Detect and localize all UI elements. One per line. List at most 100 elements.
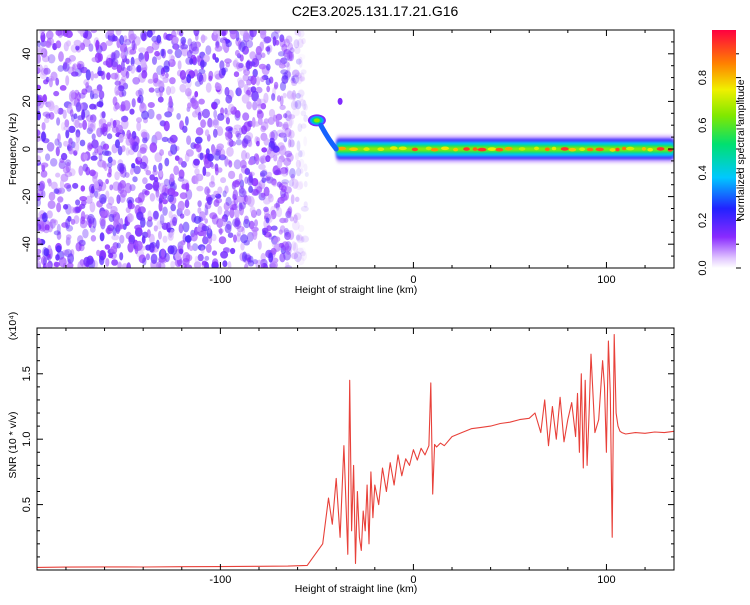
noise-blob <box>137 150 142 161</box>
noise-blob <box>255 45 262 56</box>
noise-blob <box>54 138 60 146</box>
noise-blob <box>185 189 193 200</box>
noise-blob <box>55 40 62 49</box>
noise-blob <box>236 62 241 70</box>
noise-blob <box>114 171 120 181</box>
snr-panel: -100 0 100 0.5 1.0 1.5 Height of straight lin… <box>7 312 675 595</box>
signal-peak <box>518 147 526 151</box>
noise-blob <box>168 58 176 68</box>
noise-blob <box>291 75 295 82</box>
noise-blob <box>231 203 239 211</box>
noise-blob <box>141 32 147 42</box>
noise-blob <box>98 185 103 192</box>
noise-blob <box>219 228 223 235</box>
noise-blob <box>107 224 115 232</box>
signal-peak <box>609 148 616 152</box>
noise-blob <box>298 56 303 68</box>
noise-blob <box>283 227 289 236</box>
noise-blob <box>200 34 206 44</box>
noise-blob <box>300 236 305 243</box>
noise-blob <box>125 70 130 79</box>
noise-blob <box>102 143 110 151</box>
noise-blob <box>288 118 293 129</box>
noise-blob <box>179 30 184 37</box>
noise-blob <box>136 211 144 221</box>
noise-blob <box>95 192 101 199</box>
noise-blob <box>45 262 52 268</box>
noise-blob <box>225 132 232 141</box>
signal-peak <box>495 147 504 152</box>
noise-blob <box>134 58 142 65</box>
noise-blob <box>259 30 267 36</box>
noise-blob <box>255 259 264 268</box>
noise-blob <box>135 66 142 73</box>
noise-blob <box>233 219 242 230</box>
noise-blob <box>275 200 280 211</box>
noise-blob <box>167 194 175 203</box>
noise-blob <box>98 152 103 162</box>
noise-blob <box>42 257 47 266</box>
noise-blob <box>38 97 44 109</box>
noise-blob <box>225 61 230 68</box>
noise-blob <box>225 94 233 104</box>
noise-blob <box>297 234 303 241</box>
noise-blob <box>241 190 248 197</box>
noise-blob <box>111 61 118 70</box>
noise-blob <box>169 173 175 182</box>
noise-blob <box>106 225 111 235</box>
noise-blob <box>266 45 271 55</box>
noise-blob <box>260 125 267 133</box>
noise-blob <box>182 262 187 268</box>
noise-blob <box>207 235 213 245</box>
noise-blob <box>211 233 217 242</box>
noise-blob <box>115 139 120 149</box>
noise-blob <box>104 150 112 157</box>
noise-blob <box>297 53 306 61</box>
noise-blob <box>193 215 202 224</box>
noise-blob <box>240 164 248 174</box>
noise-blob <box>187 49 193 59</box>
noise-blob <box>299 98 306 107</box>
noise-blob <box>246 79 252 86</box>
noise-blob <box>153 225 158 232</box>
noise-blob <box>138 254 146 264</box>
noise-blob <box>159 220 165 227</box>
noise-blob <box>65 234 72 241</box>
noise-blob <box>247 175 254 186</box>
noise-blob <box>50 181 58 190</box>
noise-blob <box>59 179 65 190</box>
noise-blob <box>269 137 275 144</box>
noise-blob <box>180 36 187 45</box>
noise-blob <box>286 62 291 73</box>
noise-blob <box>110 205 118 215</box>
noise-blob <box>215 193 222 199</box>
noise-blob <box>156 220 162 230</box>
noise-blob <box>168 53 174 63</box>
noise-blob <box>99 193 107 205</box>
noise-blob <box>239 201 246 210</box>
noise-blob <box>93 260 98 268</box>
signal-peak <box>430 147 439 152</box>
noise-blob <box>73 215 80 225</box>
noise-blob <box>222 39 226 51</box>
noise-blob <box>48 78 53 88</box>
noise-blob <box>104 244 111 250</box>
noise-blob <box>154 152 163 163</box>
noise-blob <box>268 252 274 263</box>
noise-blob <box>96 101 104 108</box>
noise-blob <box>303 103 308 111</box>
noise-blob <box>40 162 49 168</box>
noise-blob <box>266 176 274 184</box>
noise-blob <box>71 71 79 77</box>
noise-blob <box>266 85 271 93</box>
noise-blob <box>102 126 108 137</box>
noise-blob <box>249 30 254 41</box>
spectrogram-y-tick-label: -20 <box>21 189 33 205</box>
noise-blob <box>195 32 199 41</box>
noise-blob <box>161 136 169 143</box>
noise-blob <box>229 30 238 40</box>
noise-blob <box>300 110 307 117</box>
noise-blob <box>260 52 266 59</box>
noise-blob <box>164 157 170 167</box>
